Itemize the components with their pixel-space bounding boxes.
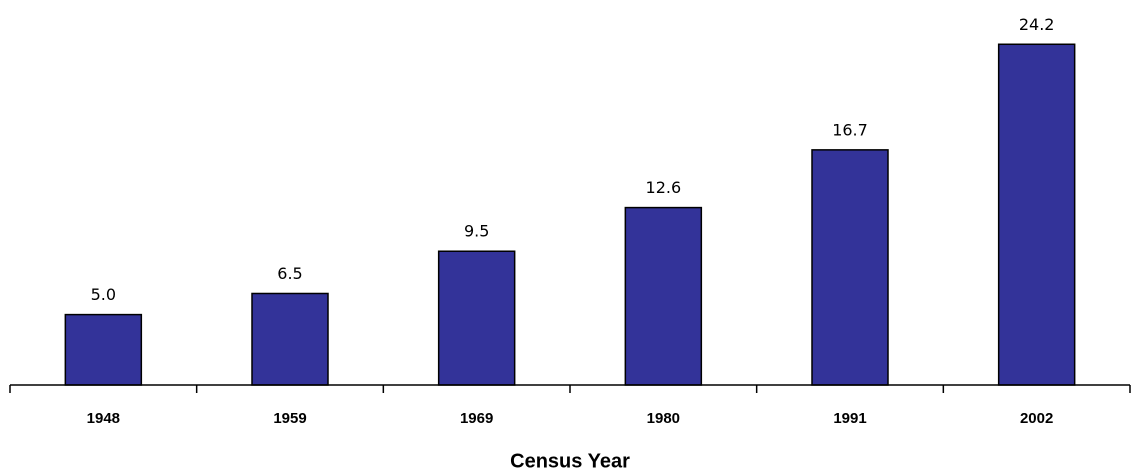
x-tick-label: 1959 — [273, 410, 306, 427]
bar — [64, 313, 143, 386]
x-axis-title: Census Year — [510, 450, 630, 472]
value-label: 6.5 — [277, 264, 302, 283]
x-tick-label: 1948 — [87, 410, 120, 427]
value-label: 9.5 — [464, 222, 489, 241]
x-tick-label: 2002 — [1020, 410, 1053, 427]
value-label: 5.0 — [91, 285, 116, 304]
x-tick-label: 1969 — [460, 410, 493, 427]
bar — [997, 43, 1076, 386]
bar — [811, 149, 889, 386]
x-tick-label: 1991 — [833, 410, 866, 427]
bar — [437, 250, 516, 386]
value-label: 12.6 — [646, 178, 682, 197]
x-tick-label: 1980 — [647, 410, 680, 427]
value-label: 16.7 — [832, 120, 868, 139]
bar — [251, 292, 329, 386]
bar — [624, 206, 703, 386]
value-label: 24.2 — [1019, 15, 1055, 34]
